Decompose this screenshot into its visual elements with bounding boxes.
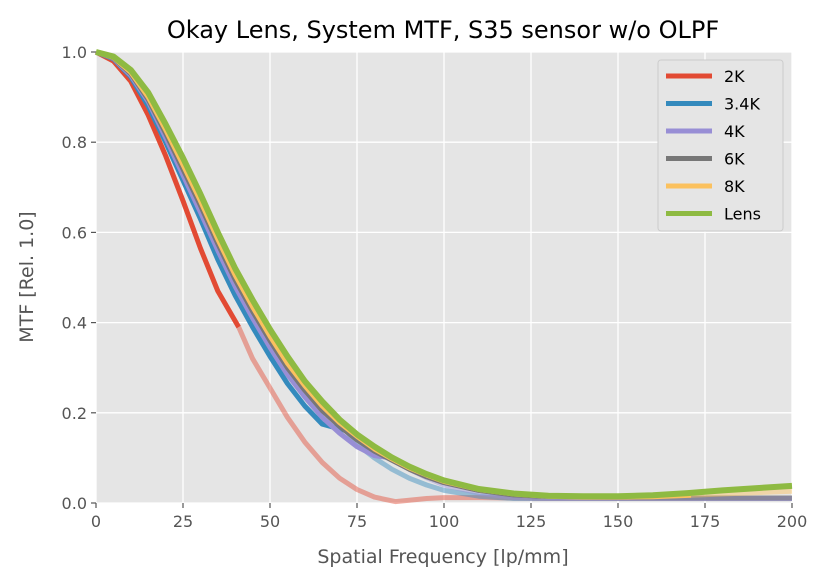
x-tick-label: 50 (260, 512, 280, 531)
legend-label: Lens (724, 205, 761, 224)
x-tick-label: 25 (173, 512, 193, 531)
x-tick-label: 200 (777, 512, 808, 531)
legend-item-4k: 4K (666, 122, 745, 141)
y-tick-label: 0.0 (62, 494, 87, 513)
series-lens (95, 49, 793, 500)
legend-item-8k: 8K (666, 177, 745, 196)
x-tick-label: 100 (429, 512, 460, 531)
legend-box (657, 59, 784, 232)
series-line-8k-beyond-nyquist (690, 488, 793, 498)
y-tick-label: 0.2 (62, 404, 87, 423)
legend-item-3-4k: 3.4K (666, 95, 760, 114)
legend-label: 2K (724, 67, 745, 86)
y-tick-label: 0.4 (62, 314, 87, 333)
y-axis-label: MTF [Rel. 1.0] (16, 211, 38, 342)
legend-item-2k: 2K (666, 67, 745, 86)
x-tick-label: 150 (603, 512, 634, 531)
series-line-lens (95, 49, 793, 500)
series-layer (94, 49, 793, 505)
axis-ticks: 0 25 50 75 100 125 150 175 200 0.0 0.2 0.4 0.6 0.8 1.0 (62, 43, 808, 531)
y-tick-label: 0.6 (62, 223, 87, 242)
x-tick-label: 75 (347, 512, 367, 531)
x-tick-label: 175 (690, 512, 721, 531)
y-tick-label: 1.0 (62, 43, 87, 62)
legend-label: 3.4K (724, 95, 760, 114)
x-tick-label: 125 (516, 512, 547, 531)
legend-label: 8K (724, 177, 745, 196)
legend-label: 6K (724, 150, 745, 169)
legend: 2K 3.4K 4K 6K 8K Lens (657, 59, 784, 232)
x-axis-label: Spatial Frequency [lp/mm] (317, 546, 568, 568)
y-tick-label: 0.8 (62, 133, 87, 152)
series-line-3-4k-beyond-nyquist (344, 429, 792, 501)
chart-title: Okay Lens, System MTF, S35 sensor w/o OL… (167, 16, 719, 44)
legend-label: 4K (724, 122, 745, 141)
legend-item-6k: 6K (666, 150, 745, 169)
legend-item-lens: Lens (666, 205, 761, 224)
x-tick-label: 0 (91, 512, 101, 531)
